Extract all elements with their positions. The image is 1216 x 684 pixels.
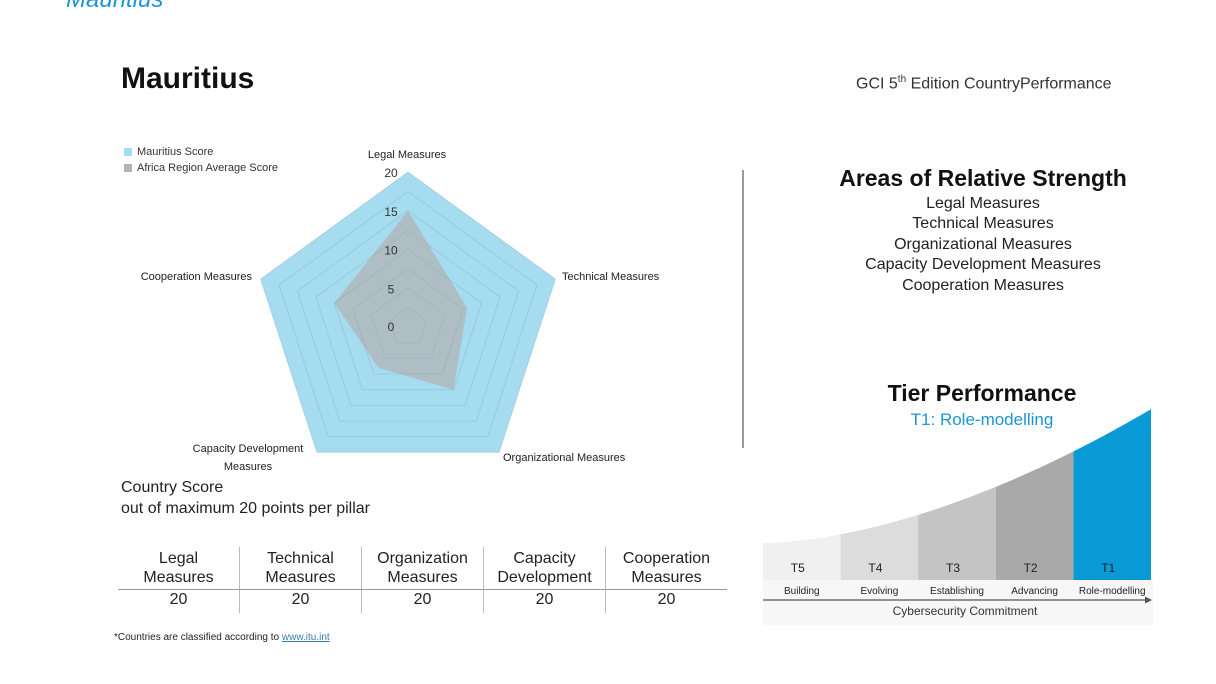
tick-label: 15 [384, 205, 398, 219]
tier-code-t5: T5 [791, 561, 805, 575]
chart-caption: Country Score out of maximum 20 points p… [121, 477, 370, 519]
vertical-divider [742, 170, 744, 448]
country-title: Mauritius [121, 62, 255, 95]
score-table-row: 20 20 20 20 20 [118, 589, 727, 613]
header-capacity: Capacity Development [483, 547, 606, 590]
tick-label: 5 [388, 282, 395, 296]
tick-label: 20 [384, 166, 398, 180]
header-organization: Organization Measures [361, 547, 484, 590]
header-capacity-line2: Development [497, 569, 592, 586]
grid-ring [296, 210, 520, 422]
tick-label: 10 [384, 244, 398, 258]
header-technical: Technical Measures [239, 547, 362, 590]
legend-item-mauritius: Mauritius Score [124, 146, 278, 158]
header-cooperation: Cooperation Measures [605, 547, 727, 590]
grid-ring [352, 268, 464, 375]
header-legal: Legal Measures [118, 547, 240, 590]
axis-label: Measures [224, 461, 273, 473]
score-table-header: Legal Measures Technical Measures Organiza… [118, 547, 727, 590]
strengths-title: Areas of Relative Strength [839, 165, 1127, 191]
axis-label: Capacity Development [193, 443, 304, 455]
edition-sup: th [897, 74, 907, 85]
footnote-text: *Countries are classified according to [114, 632, 282, 643]
tier-footer-band [763, 580, 1153, 625]
axis-label: Organizational Measures [503, 452, 626, 464]
strength-item: Cooperation Measures [902, 276, 1064, 294]
strength-item: Capacity Development Measures [865, 256, 1101, 274]
value-technical: 20 [239, 589, 362, 613]
caption-line-1: Country Score [121, 479, 224, 496]
edition-label: GCI 5th Edition CountryPerformance [856, 74, 1112, 93]
header-legal-line2: Measures [143, 569, 214, 586]
header-legal-line1: Legal [158, 550, 199, 567]
tier-name-t4: Evolving [860, 586, 898, 597]
tier-name-t5: Building [784, 586, 820, 597]
tier-code-t1: T1 [1101, 561, 1115, 575]
tier-block-t2 [995, 451, 1074, 580]
tier-name-t2: Advancing [1011, 586, 1058, 597]
tier-block-t1 [1073, 409, 1151, 580]
axis-label: Cooperation Measures [141, 271, 253, 283]
tier-subtitle: T1: Role-modelling [910, 410, 1054, 429]
strength-item: Organizational Measures [894, 235, 1072, 253]
tier-code-t3: T3 [946, 561, 960, 575]
tier-name-t1: Role-modelling [1079, 586, 1146, 597]
value-capacity: 20 [483, 589, 606, 613]
legend-label-mauritius: Mauritius Score [137, 146, 214, 158]
header-organization-line1: Organization [377, 550, 468, 567]
tick-label: 0 [388, 320, 395, 334]
footnote: *Countries are classified according to w… [114, 632, 330, 643]
value-organization: 20 [361, 589, 484, 613]
header-cooperation-line2: Measures [631, 569, 702, 586]
strength-item: Technical Measures [912, 215, 1054, 233]
tier-block-t3 [918, 486, 996, 580]
grid-ring [370, 287, 446, 359]
strengths-list: Legal Measures Technical Measures Organi… [800, 194, 1166, 296]
tier-graphic: T5 Building T4 Evolving T3 Establishing T2 Adva… [763, 409, 1153, 625]
tier-code-t2: T2 [1024, 561, 1038, 575]
header-technical-line2: Measures [265, 569, 336, 586]
tier-block-t4 [840, 514, 919, 580]
top-title: Mauritius [66, 0, 163, 14]
commitment-axis-label: Cybersecurity Commitment [893, 604, 1038, 618]
value-legal: 20 [169, 591, 188, 608]
legend-label-africa: Africa Region Average Score [137, 162, 279, 174]
caption-line-2: out of maximum 20 points per pillar [121, 500, 370, 517]
legend-item-africa: Africa Region Average Score [124, 162, 278, 174]
header-organization-line2: Measures [387, 569, 458, 586]
grid-ring [388, 307, 428, 344]
header-capacity-line1: Capacity [513, 550, 576, 567]
grid-ring [259, 171, 557, 453]
strength-item: Legal Measures [926, 195, 1040, 212]
score-table: Legal Measures Technical Measures Organiza… [118, 547, 727, 613]
grid-ring [315, 229, 501, 406]
series-africa-polygon [334, 210, 467, 390]
legend-swatch-mauritius [124, 148, 132, 156]
grid-ring [278, 190, 538, 438]
tier-name-t3: Establishing [930, 586, 984, 597]
legend-swatch-africa [124, 164, 132, 172]
tier-title: Tier Performance [887, 380, 1077, 406]
footnote-link[interactable]: www.itu.int [281, 632, 330, 643]
grid-ring [333, 248, 483, 391]
edition-suffix: Edition CountryPerformance [906, 75, 1112, 93]
axis-label: Technical Measures [562, 271, 660, 283]
value-cooperation: 20 [605, 589, 727, 613]
header-cooperation-line1: Cooperation [622, 550, 711, 567]
chart-legend: Mauritius Score Africa Region Average Sc… [124, 146, 278, 174]
commitment-arrow-head-icon [1145, 596, 1152, 604]
edition-prefix: GCI 5 [856, 75, 898, 93]
axis-label: Legal Measures [368, 149, 447, 161]
radar-chart: 0 5 10 15 20 Legal Measures Technical Measures… [141, 149, 660, 473]
tier-code-t4: T4 [868, 561, 882, 575]
header-technical-line1: Technical [267, 550, 334, 567]
tier-block-t5 [763, 534, 841, 580]
